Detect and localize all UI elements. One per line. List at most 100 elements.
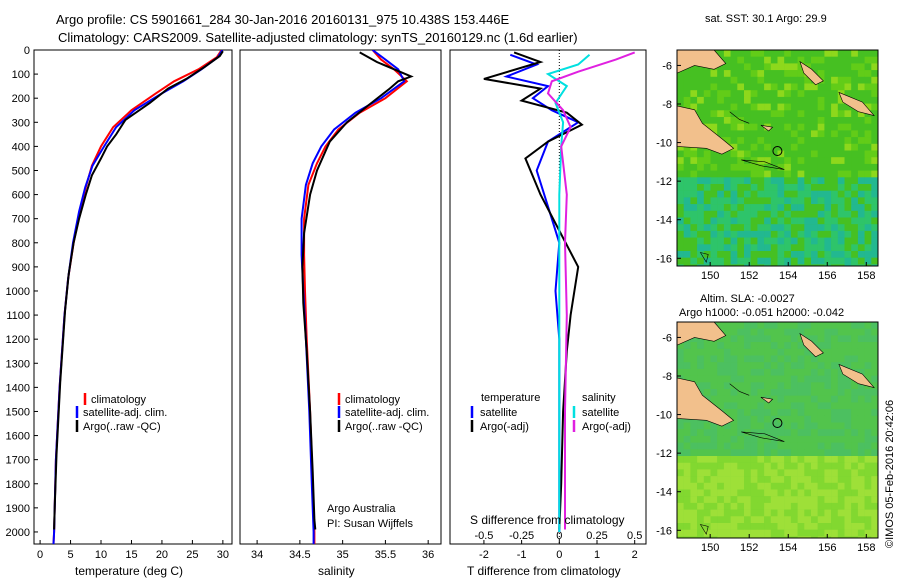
map-cell bbox=[851, 348, 859, 356]
map-cell bbox=[851, 123, 859, 131]
map-cell bbox=[871, 264, 878, 266]
map-cell bbox=[797, 456, 805, 463]
map-cell bbox=[844, 90, 852, 98]
series-group bbox=[300, 50, 414, 544]
map-cell bbox=[690, 251, 698, 258]
map-cell bbox=[824, 90, 832, 98]
map-cell bbox=[831, 251, 838, 258]
map-cell bbox=[730, 110, 738, 118]
map-cell bbox=[764, 402, 771, 410]
map-cell bbox=[817, 184, 825, 191]
map-cell bbox=[677, 442, 684, 450]
map-cell bbox=[744, 264, 751, 266]
map-cell bbox=[804, 442, 812, 450]
map-cell bbox=[864, 509, 872, 517]
map-cell bbox=[750, 204, 758, 211]
map-cell bbox=[857, 449, 865, 457]
map-cell bbox=[817, 224, 825, 232]
map-cell bbox=[750, 355, 758, 363]
map-cell bbox=[831, 110, 838, 118]
x-tick-label-top: -0.5 bbox=[474, 530, 493, 542]
map-cell bbox=[690, 244, 698, 252]
map-cell bbox=[871, 435, 878, 443]
map-cell bbox=[817, 190, 825, 198]
map-cell bbox=[797, 137, 805, 144]
map-cell bbox=[710, 224, 718, 232]
map-cell bbox=[837, 395, 845, 403]
map-cell bbox=[777, 489, 785, 497]
map-cell bbox=[797, 516, 805, 524]
map-cell bbox=[784, 257, 792, 265]
map-cell bbox=[730, 117, 738, 124]
map-cell bbox=[697, 230, 704, 238]
map-cell bbox=[744, 76, 751, 84]
map-cell bbox=[790, 137, 798, 144]
map-cell bbox=[757, 516, 765, 524]
map-cell bbox=[831, 328, 838, 336]
map-cell bbox=[784, 529, 792, 537]
map-cell bbox=[730, 50, 738, 57]
map-cell bbox=[737, 76, 745, 84]
map-cell bbox=[750, 50, 758, 57]
map-cell bbox=[864, 117, 872, 124]
map-cell bbox=[817, 335, 825, 343]
map-cell bbox=[764, 422, 771, 430]
map-cell bbox=[677, 163, 684, 171]
map-cell bbox=[817, 536, 825, 538]
map-cell bbox=[750, 389, 758, 396]
map-cell bbox=[790, 90, 798, 98]
map-cell bbox=[750, 469, 758, 477]
map-cell bbox=[737, 137, 745, 144]
map-cell bbox=[851, 449, 859, 457]
map-cell bbox=[744, 462, 751, 470]
map-cell bbox=[837, 96, 845, 104]
map-cell bbox=[811, 476, 818, 483]
map-cell bbox=[790, 204, 798, 211]
map-cell bbox=[770, 110, 778, 118]
x-tick-label: -1 bbox=[517, 549, 527, 561]
map-cell bbox=[871, 150, 878, 158]
map-cell bbox=[777, 335, 785, 343]
map-cell bbox=[764, 117, 771, 124]
map-cell bbox=[697, 157, 704, 165]
map-cell bbox=[871, 103, 878, 111]
map-cell bbox=[837, 348, 845, 356]
map-cell bbox=[730, 150, 738, 158]
map-cell bbox=[864, 355, 872, 363]
map-cell bbox=[683, 244, 691, 252]
map-cell bbox=[811, 362, 818, 370]
map-cell bbox=[857, 210, 865, 218]
map-cell bbox=[797, 210, 805, 218]
map-cell bbox=[717, 342, 725, 349]
map-cell bbox=[811, 328, 818, 336]
map-cell bbox=[797, 90, 805, 98]
map-cell bbox=[784, 210, 792, 218]
map-cell bbox=[764, 368, 771, 376]
map-cell bbox=[750, 130, 758, 138]
map-cell bbox=[777, 217, 785, 225]
map-cell bbox=[717, 442, 725, 450]
map-cell bbox=[831, 476, 838, 483]
map-cell bbox=[757, 76, 765, 84]
map-cell bbox=[790, 415, 798, 423]
map-cell bbox=[777, 462, 785, 470]
map-cell bbox=[851, 177, 859, 185]
map-cell bbox=[723, 130, 731, 138]
map-cell bbox=[737, 476, 745, 483]
map-cell bbox=[817, 50, 825, 57]
map-cell bbox=[817, 409, 825, 416]
map-cell bbox=[744, 110, 751, 118]
map-cell bbox=[677, 184, 684, 191]
map-cell bbox=[817, 429, 825, 437]
map-cell bbox=[857, 355, 865, 363]
map-cell bbox=[683, 237, 691, 245]
map-cell bbox=[723, 217, 731, 225]
map-cell bbox=[777, 476, 785, 483]
annotation-pi: PI: Susan Wijffels bbox=[327, 518, 413, 530]
map-cell bbox=[683, 170, 691, 178]
map-cell bbox=[717, 429, 725, 437]
map-cell bbox=[851, 489, 859, 497]
map-cell bbox=[797, 197, 805, 205]
map-cell bbox=[864, 103, 872, 111]
map-cell bbox=[777, 482, 785, 490]
